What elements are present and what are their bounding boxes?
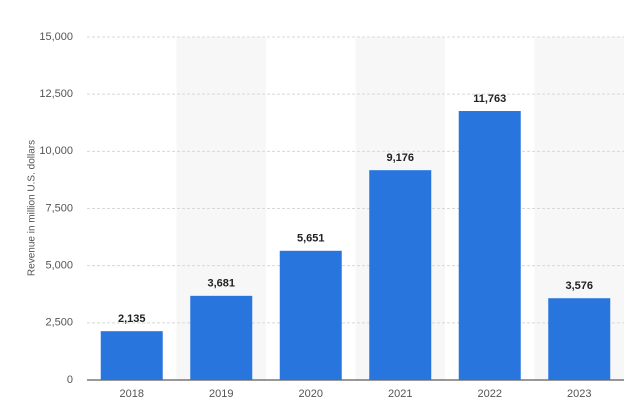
y-tick-label: 10,000 (39, 145, 73, 157)
value-label: 5,651 (297, 233, 325, 245)
value-label: 9,176 (386, 152, 414, 164)
bar (100, 331, 163, 380)
y-tick-label: 12,500 (39, 88, 73, 100)
x-tick-label: 2022 (478, 388, 502, 400)
bar (369, 170, 432, 380)
y-tick-label: 5,000 (45, 260, 73, 272)
x-tick-label: 2020 (299, 388, 323, 400)
y-tick-label: 2,500 (45, 317, 73, 329)
bar (458, 111, 521, 380)
bar (279, 250, 342, 380)
value-label: 11,763 (473, 93, 506, 105)
y-tick-label: 7,500 (45, 202, 73, 214)
bar (548, 298, 611, 380)
bar (190, 295, 253, 380)
y-tick-label: 15,000 (39, 31, 73, 43)
x-tick-label: 2019 (209, 388, 233, 400)
value-label: 3,681 (207, 278, 235, 290)
x-tick-label: 2018 (120, 388, 144, 400)
value-label: 3,576 (565, 280, 593, 292)
y-tick-label: 0 (67, 374, 73, 386)
y-axis-label: Revenue in million U.S. dollars (27, 140, 38, 276)
value-label: 2,135 (118, 313, 146, 325)
x-tick-label: 2021 (388, 388, 412, 400)
x-tick-label: 2023 (567, 388, 591, 400)
